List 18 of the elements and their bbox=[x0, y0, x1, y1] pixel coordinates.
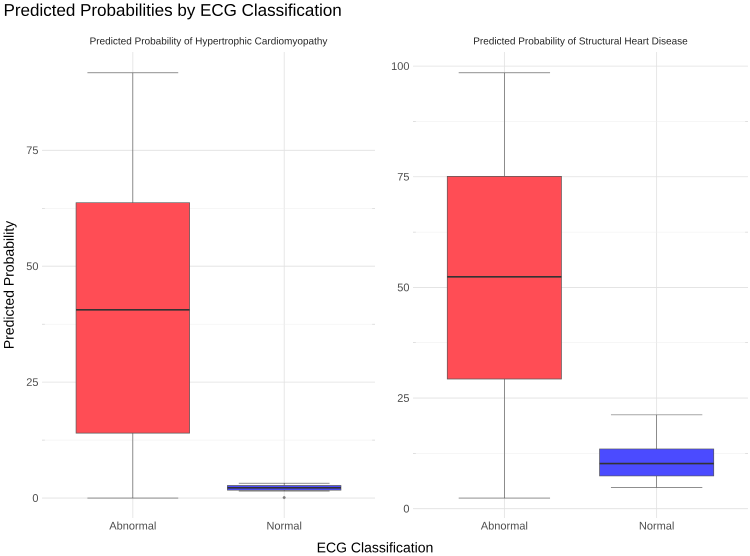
y-tick-label: 0 bbox=[404, 504, 410, 513]
chart-subtitle: Predicted Probability of Structural Heart Disease bbox=[474, 37, 688, 46]
x-tick-label: Normal bbox=[640, 522, 674, 530]
y-tick-label: 50 bbox=[26, 262, 38, 270]
y-tick-label: 0 bbox=[32, 494, 38, 502]
x-tick-label: Abnormal bbox=[480, 522, 528, 530]
x-axis-title: ECG Classification bbox=[318, 542, 432, 552]
y-tick-label: 50 bbox=[398, 284, 410, 292]
y-tick-label: 25 bbox=[26, 378, 38, 386]
x-tick-label: Abnormal bbox=[109, 522, 156, 530]
y-tick-label: 100 bbox=[392, 62, 410, 70]
y-tick-label: 75 bbox=[398, 172, 409, 181]
y-tick-label: 75 bbox=[26, 146, 38, 154]
chart-subtitle: Predicted Probability of Hypertrophic Cardiomyopathy bbox=[90, 37, 328, 46]
chart-title: Predicted Probabilities by ECG Classification bbox=[4, 4, 341, 20]
x-tick-label: Normal bbox=[267, 522, 302, 530]
y-tick-label: 25 bbox=[398, 394, 409, 402]
y-axis-title: Predicted Probability bbox=[4, 220, 17, 348]
